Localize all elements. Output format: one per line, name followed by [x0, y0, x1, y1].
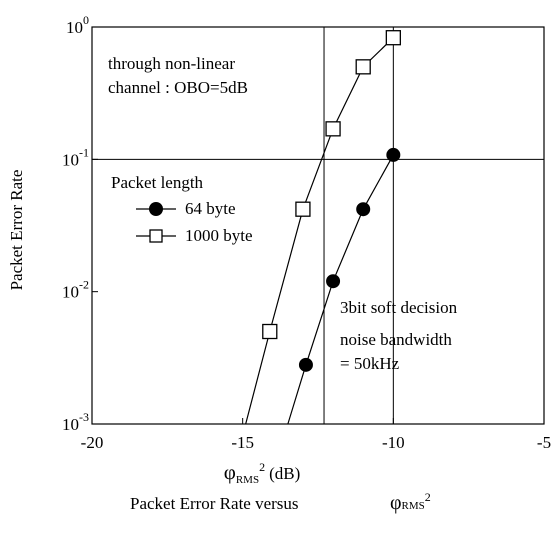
data-point-1000-byte: [385, 30, 401, 46]
caption-phi: φ: [390, 492, 402, 514]
annotation-noise-bandwidth: noise bandwidth: [340, 330, 452, 349]
legend-title: Packet length: [111, 173, 204, 192]
data-point-1000-byte: [262, 323, 278, 340]
x-tick-label: -10: [382, 433, 405, 452]
x-axis-label: φRMS2 (dB): [224, 460, 301, 486]
legend-1000-marker: [149, 229, 163, 243]
y-tick-label: 100: [66, 13, 89, 37]
x-axis-superscript: 2: [259, 460, 265, 474]
y-tick-exponent: 0: [83, 13, 89, 27]
x-axis-unit: (dB): [269, 464, 300, 483]
y-tick-label: 10-1: [62, 145, 89, 169]
y-tick-base: 10: [62, 283, 79, 302]
caption-superscript: 2: [424, 490, 431, 504]
y-tick-exponent: -2: [79, 278, 89, 292]
y-axis-label: Packet Error Rate: [7, 170, 26, 291]
caption-subscript: RMS: [401, 500, 425, 512]
y-tick-base: 10: [62, 150, 79, 169]
series-layer: [245, 30, 401, 425]
y-tick-base: 10: [62, 415, 79, 434]
y-tick-base: 10: [66, 18, 83, 37]
caption-symbol: φRMS2: [390, 490, 431, 515]
annotation-bandwidth-value: = 50kHz: [340, 354, 400, 373]
annotation-channel-line-2: channel : OBO=5dB: [108, 78, 248, 97]
y-tick-exponent: -3: [79, 410, 89, 424]
series-line-0: [287, 154, 394, 425]
y-tick-label: 10-3: [62, 410, 89, 434]
legend-1000-label: 1000 byte: [185, 226, 253, 245]
legend-64-marker: [149, 202, 163, 216]
y-tick-exponent: -1: [79, 145, 89, 159]
data-point-64-byte: [356, 202, 371, 217]
plot-frame: [91, 26, 545, 425]
data-point-64-byte: [298, 357, 313, 372]
annotation-decision: 3bit soft decision: [340, 298, 458, 317]
reference-lines: [92, 27, 544, 424]
y-tick-label: 10-2: [62, 278, 89, 302]
data-point-64-byte: [386, 147, 401, 162]
x-tick-label: -15: [231, 433, 254, 452]
data-point-1000-byte: [295, 201, 311, 217]
x-tick-label: -5: [537, 433, 551, 452]
x-axis-symbol: φ: [224, 460, 236, 484]
data-point-1000-byte: [325, 121, 341, 137]
x-axis-subscript: RMS: [236, 474, 259, 486]
legend-64-label: 64 byte: [185, 199, 236, 218]
x-tick-label: -20: [81, 433, 104, 452]
data-point-64-byte: [326, 274, 341, 289]
annotation-channel-line-1: through non-linear: [108, 54, 235, 73]
data-point-1000-byte: [355, 59, 371, 75]
caption-text: Packet Error Rate versus: [130, 494, 299, 513]
